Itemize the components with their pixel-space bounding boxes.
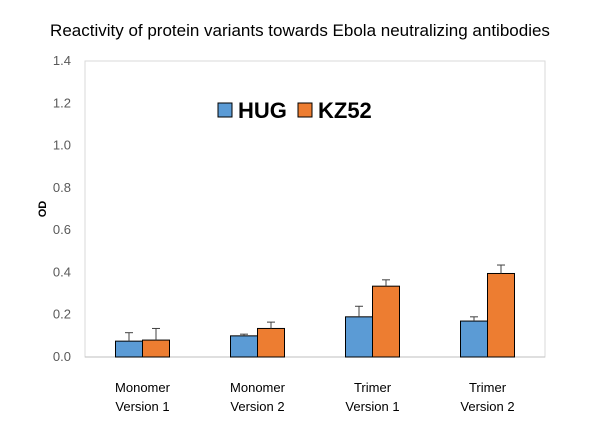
y-tick-label: 1.0 <box>53 138 71 153</box>
legend-label-hug: HUG <box>238 98 287 123</box>
x-tick-label: Monomer <box>230 380 286 395</box>
bar-kz52 <box>372 285 400 358</box>
bar-kz52 <box>142 339 170 358</box>
x-tick-label: Trimer <box>354 380 392 395</box>
legend-swatch-kz52 <box>297 102 313 118</box>
y-tick-label: 0.0 <box>53 349 71 364</box>
x-tick-label: Version 1 <box>345 399 399 414</box>
legend-label-kz52: KZ52 <box>318 98 372 123</box>
y-tick-label: 1.4 <box>53 53 71 68</box>
bar-hug <box>460 320 488 358</box>
bar-hug <box>230 335 258 358</box>
y-axis-label: OD <box>37 201 49 218</box>
x-tick-label: Version 2 <box>230 399 284 414</box>
bar-hug <box>345 316 373 358</box>
x-tick-label: Monomer <box>115 380 171 395</box>
plot-area <box>84 60 546 358</box>
x-tick-label: Trimer <box>469 380 507 395</box>
chart-title: Reactivity of protein variants towards E… <box>50 21 550 40</box>
x-tick-label: Version 1 <box>115 399 169 414</box>
bar-kz52 <box>257 327 285 358</box>
y-tick-label: 0.4 <box>53 264 71 279</box>
y-tick-label: 0.2 <box>53 307 71 322</box>
y-tick-label: 0.8 <box>53 180 71 195</box>
legend-swatch-hug <box>217 102 233 118</box>
bar-kz52 <box>487 272 515 358</box>
y-tick-label: 1.2 <box>53 95 71 110</box>
x-tick-label: Version 2 <box>460 399 514 414</box>
bar-hug <box>115 340 143 358</box>
y-tick-label: 0.6 <box>53 222 71 237</box>
